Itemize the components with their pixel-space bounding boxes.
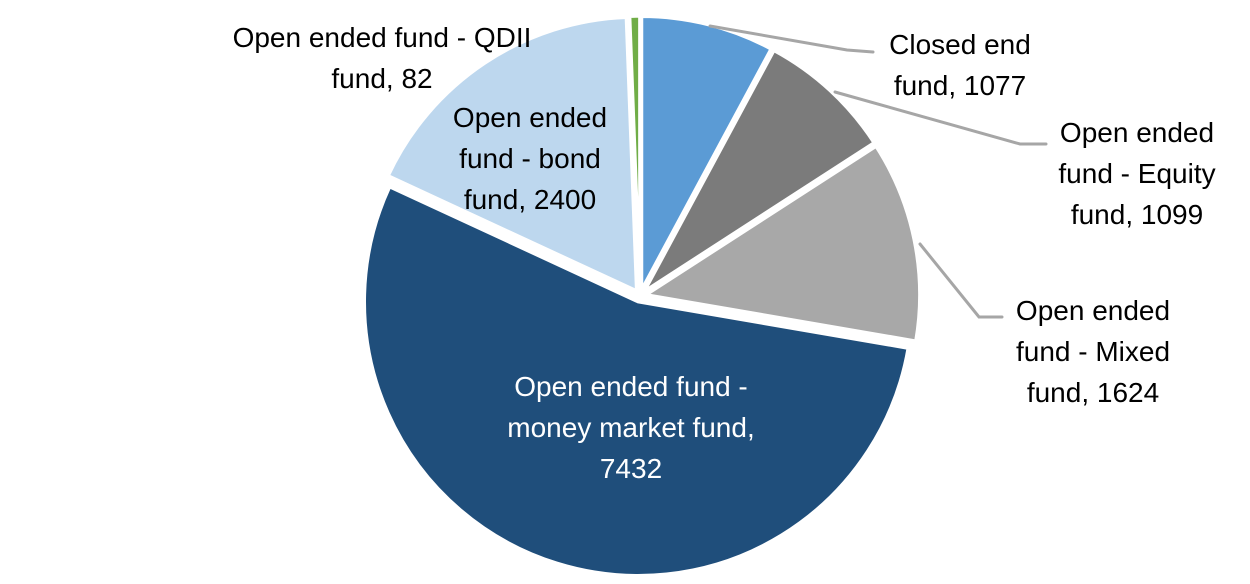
data-label-line: fund - Mixed <box>1015 336 1171 367</box>
data-label-line: fund, 1077 <box>893 70 1027 101</box>
leader-line-closed-end-fund <box>708 24 875 54</box>
data-label-line: Open ended <box>1059 117 1215 148</box>
data-label-line: fund, 1624 <box>1026 377 1160 408</box>
pie-slice-closed-end-fund <box>639 14 773 292</box>
data-label-line: fund - bond <box>459 143 601 174</box>
pie-slice-equity-fund <box>642 48 876 294</box>
data-label-line: fund - Equity <box>1058 158 1216 189</box>
pie-slice-qdii-fund <box>627 14 642 292</box>
pie-slice-money-market-fund <box>362 184 911 578</box>
pie-slice-mixed-fund <box>644 144 922 343</box>
data-label-line: fund, 2400 <box>463 184 597 215</box>
data-label-line: 7432 <box>599 453 663 484</box>
data-label-closed-end-fund: Closed end fund, 1077 <box>889 24 1031 106</box>
data-label-line: money market fund, <box>507 412 755 443</box>
data-label-bond-fund: Open ended fund - bond fund, 2400 <box>453 97 607 220</box>
data-label-money-market-fund: Open ended fund - money market fund, 743… <box>507 366 754 489</box>
data-label-line: Open ended <box>1015 295 1171 326</box>
leader-line-mixed-fund <box>918 242 1004 319</box>
data-label-line: Closed end <box>889 29 1031 60</box>
data-label-line: Open ended fund - <box>514 371 748 402</box>
data-label-line: fund, 82 <box>331 63 433 94</box>
data-label-equity-fund: Open ended fund - Equity fund, 1099 <box>1058 112 1215 235</box>
pie-slice-bond-fund <box>386 15 639 293</box>
data-label-qdii-fund: Open ended fund - QDII fund, 82 <box>233 17 532 99</box>
data-label-line: fund, 1099 <box>1070 199 1204 230</box>
data-label-mixed-fund: Open ended fund - Mixed fund, 1624 <box>1016 290 1170 413</box>
data-label-line: Open ended <box>452 102 608 133</box>
data-label-line: Open ended fund - QDII <box>232 22 532 53</box>
leader-line-equity-fund <box>833 90 1048 146</box>
